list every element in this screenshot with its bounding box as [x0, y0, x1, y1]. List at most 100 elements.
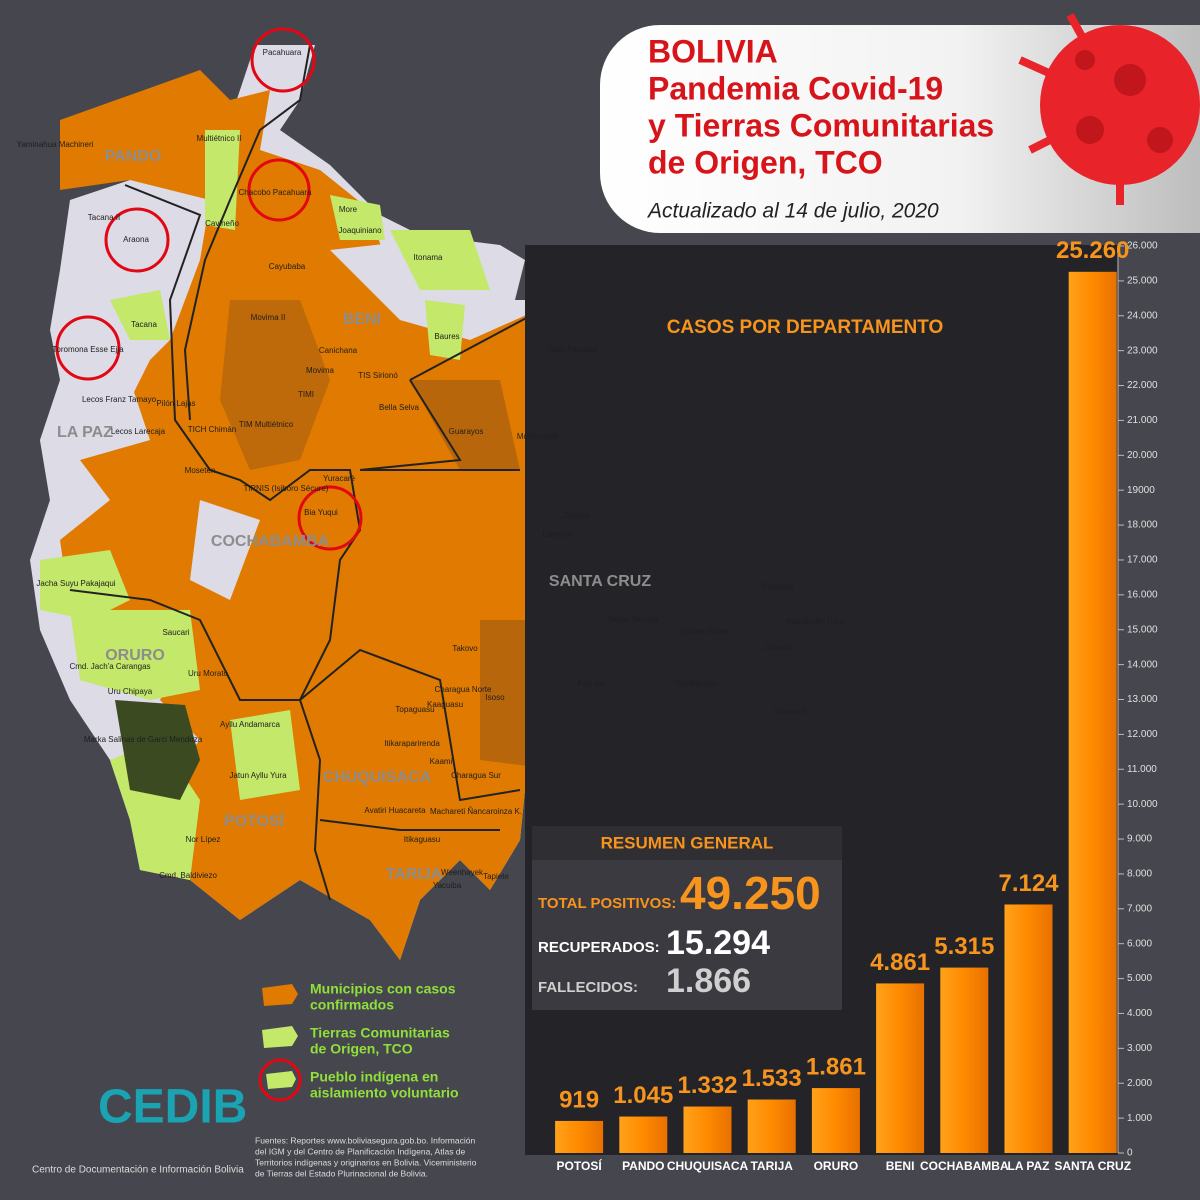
y-tick-label: 2.000 [1127, 1078, 1152, 1089]
legend-label: de Origen, TCO [310, 1041, 413, 1057]
tco-label: Tapiete [483, 872, 509, 881]
y-tick-label: 16.000 [1127, 589, 1158, 600]
tco-label: Itikaguasu [404, 835, 440, 844]
tco-label: TIM Multiétnico [239, 420, 294, 429]
sources: Fuentes: Reportes www.boliviasegura.gob.… [255, 1135, 477, 1178]
y-tick-label: 22.000 [1127, 380, 1158, 391]
tco-label: Joaquiniano [338, 226, 382, 235]
summary-header [532, 826, 842, 860]
title-line: BOLIVIA [648, 33, 778, 69]
map-labels: PANDO BENI LA PAZ COCHABAMBA SANTA CRUZ ORURO… [17, 48, 845, 890]
value-label: 7.124 [998, 870, 1059, 897]
y-tick-label: 24.000 [1127, 310, 1158, 321]
tco-label: Chacobo Pacahuara [239, 188, 312, 197]
source-line: de Tierras del Estado Plurinacional de B… [255, 1168, 428, 1178]
y-tick-label: 15.000 [1127, 624, 1158, 635]
department-label: CHUQUISACA [323, 769, 432, 786]
y-tick-label: 13.000 [1127, 694, 1158, 705]
tco-label: Ayllu Andamarca [220, 720, 280, 729]
bar [619, 1116, 668, 1153]
tco-label: Rincón del Tigre [786, 617, 844, 626]
tco-label: Yacuiba [433, 881, 462, 890]
summary-label: RECUPERADOS: [538, 939, 660, 956]
tco-label: Charagua Sur [451, 771, 501, 780]
y-tick-label: 9.000 [1127, 834, 1152, 845]
isolation-circle [247, 158, 311, 222]
x-tick-label: TARIJA [750, 1159, 793, 1173]
legend-label: confirmados [310, 997, 394, 1013]
tco-label: Uru Chipaya [108, 687, 153, 696]
tco-area [425, 300, 465, 360]
tco-label: Guarayos [449, 427, 484, 436]
y-tick-label: 21.000 [1127, 415, 1158, 426]
tco-area [330, 195, 385, 240]
border [359, 379, 520, 471]
tco-area [230, 710, 300, 800]
summary-value: 49.250 [680, 867, 821, 919]
tco-label: Nor Lípez [186, 835, 221, 844]
virus-spot [1147, 127, 1173, 153]
logo-caption: Centro de Documentación e Información Bo… [32, 1165, 244, 1176]
source-line: del IGM y del Centro de Planificación In… [255, 1146, 466, 1156]
x-tick-label: PANDO [622, 1159, 664, 1173]
tco-label: Cmd. Jach'a Carangas [69, 662, 150, 671]
bar [683, 1106, 732, 1153]
y-tick-label: 5.000 [1127, 973, 1152, 984]
border [124, 184, 362, 901]
x-tick-label: COCHABAMBA [920, 1159, 1009, 1173]
y-tick-label: 17.000 [1127, 555, 1158, 566]
tco-label: Bia Yuqui [304, 508, 338, 517]
isolation-circles [55, 27, 730, 660]
tco-label: Machareti Ñancaroinza K. [430, 807, 522, 816]
department-label: TARIJA [386, 866, 443, 883]
tco-label: Pilón Lajas [156, 399, 195, 408]
isolation-circle [104, 207, 170, 273]
tco-label: Uru Morato [188, 669, 229, 678]
subtitle: Actualizado al 14 de julio, 2020 [646, 200, 939, 223]
tco-label: TICH Chimán [188, 425, 236, 434]
tco-label: Otuquis I [764, 643, 796, 652]
y-tick-label: 3.000 [1127, 1043, 1152, 1054]
tco-label: Monteverde [517, 432, 560, 441]
legend-swatch [262, 1026, 298, 1048]
tco-area [40, 550, 130, 620]
value-label: 1.332 [677, 1072, 737, 1099]
tco-label: Otuquis II [773, 707, 807, 716]
tco-label: Jatun Ayllu Yura [229, 771, 287, 780]
non-case-area [40, 360, 150, 500]
tco-label: Mosetén [185, 466, 216, 475]
tco-label: Araona [123, 235, 149, 244]
value-label: 25.260 [1056, 237, 1129, 264]
legend [258, 984, 302, 1102]
value-label: 4.861 [870, 949, 930, 976]
tco-label: Lecos Larecaja [111, 427, 166, 436]
isolation-circle [297, 485, 363, 551]
legend-label: Pueblo indígena en [310, 1069, 438, 1085]
tco-label: Yuracaré [323, 474, 356, 483]
y-tick-label: 7.000 [1127, 903, 1152, 914]
tco-label: Movima II [251, 313, 286, 322]
value-label: 1.045 [613, 1082, 673, 1109]
y-tick-label: 20.000 [1127, 450, 1158, 461]
tco-label: Canichana [319, 346, 358, 355]
y-tick-label: 18.000 [1127, 520, 1158, 531]
tco-label: Santa Teresita [608, 615, 660, 624]
isolation-circle [55, 315, 121, 381]
y-tick-label: 11.000 [1127, 764, 1157, 775]
x-tick-label: LA PAZ [1008, 1159, 1050, 1173]
virus-spike [1028, 101, 1122, 154]
tco-label: Itikaraparirenda [384, 739, 440, 748]
tco-label: Saucari [162, 628, 189, 637]
tco-label: Pantanal [762, 582, 794, 591]
summary-value: 1.866 [666, 962, 751, 1000]
virus-spot [1114, 64, 1146, 96]
tco-area [410, 380, 520, 470]
border [319, 819, 500, 831]
y-tick-label: 1.000 [1127, 1113, 1152, 1124]
bar [876, 983, 925, 1153]
legend-swatch [262, 984, 298, 1006]
virus-icon [1018, 13, 1200, 205]
tco-label: Tacana II [88, 213, 120, 222]
